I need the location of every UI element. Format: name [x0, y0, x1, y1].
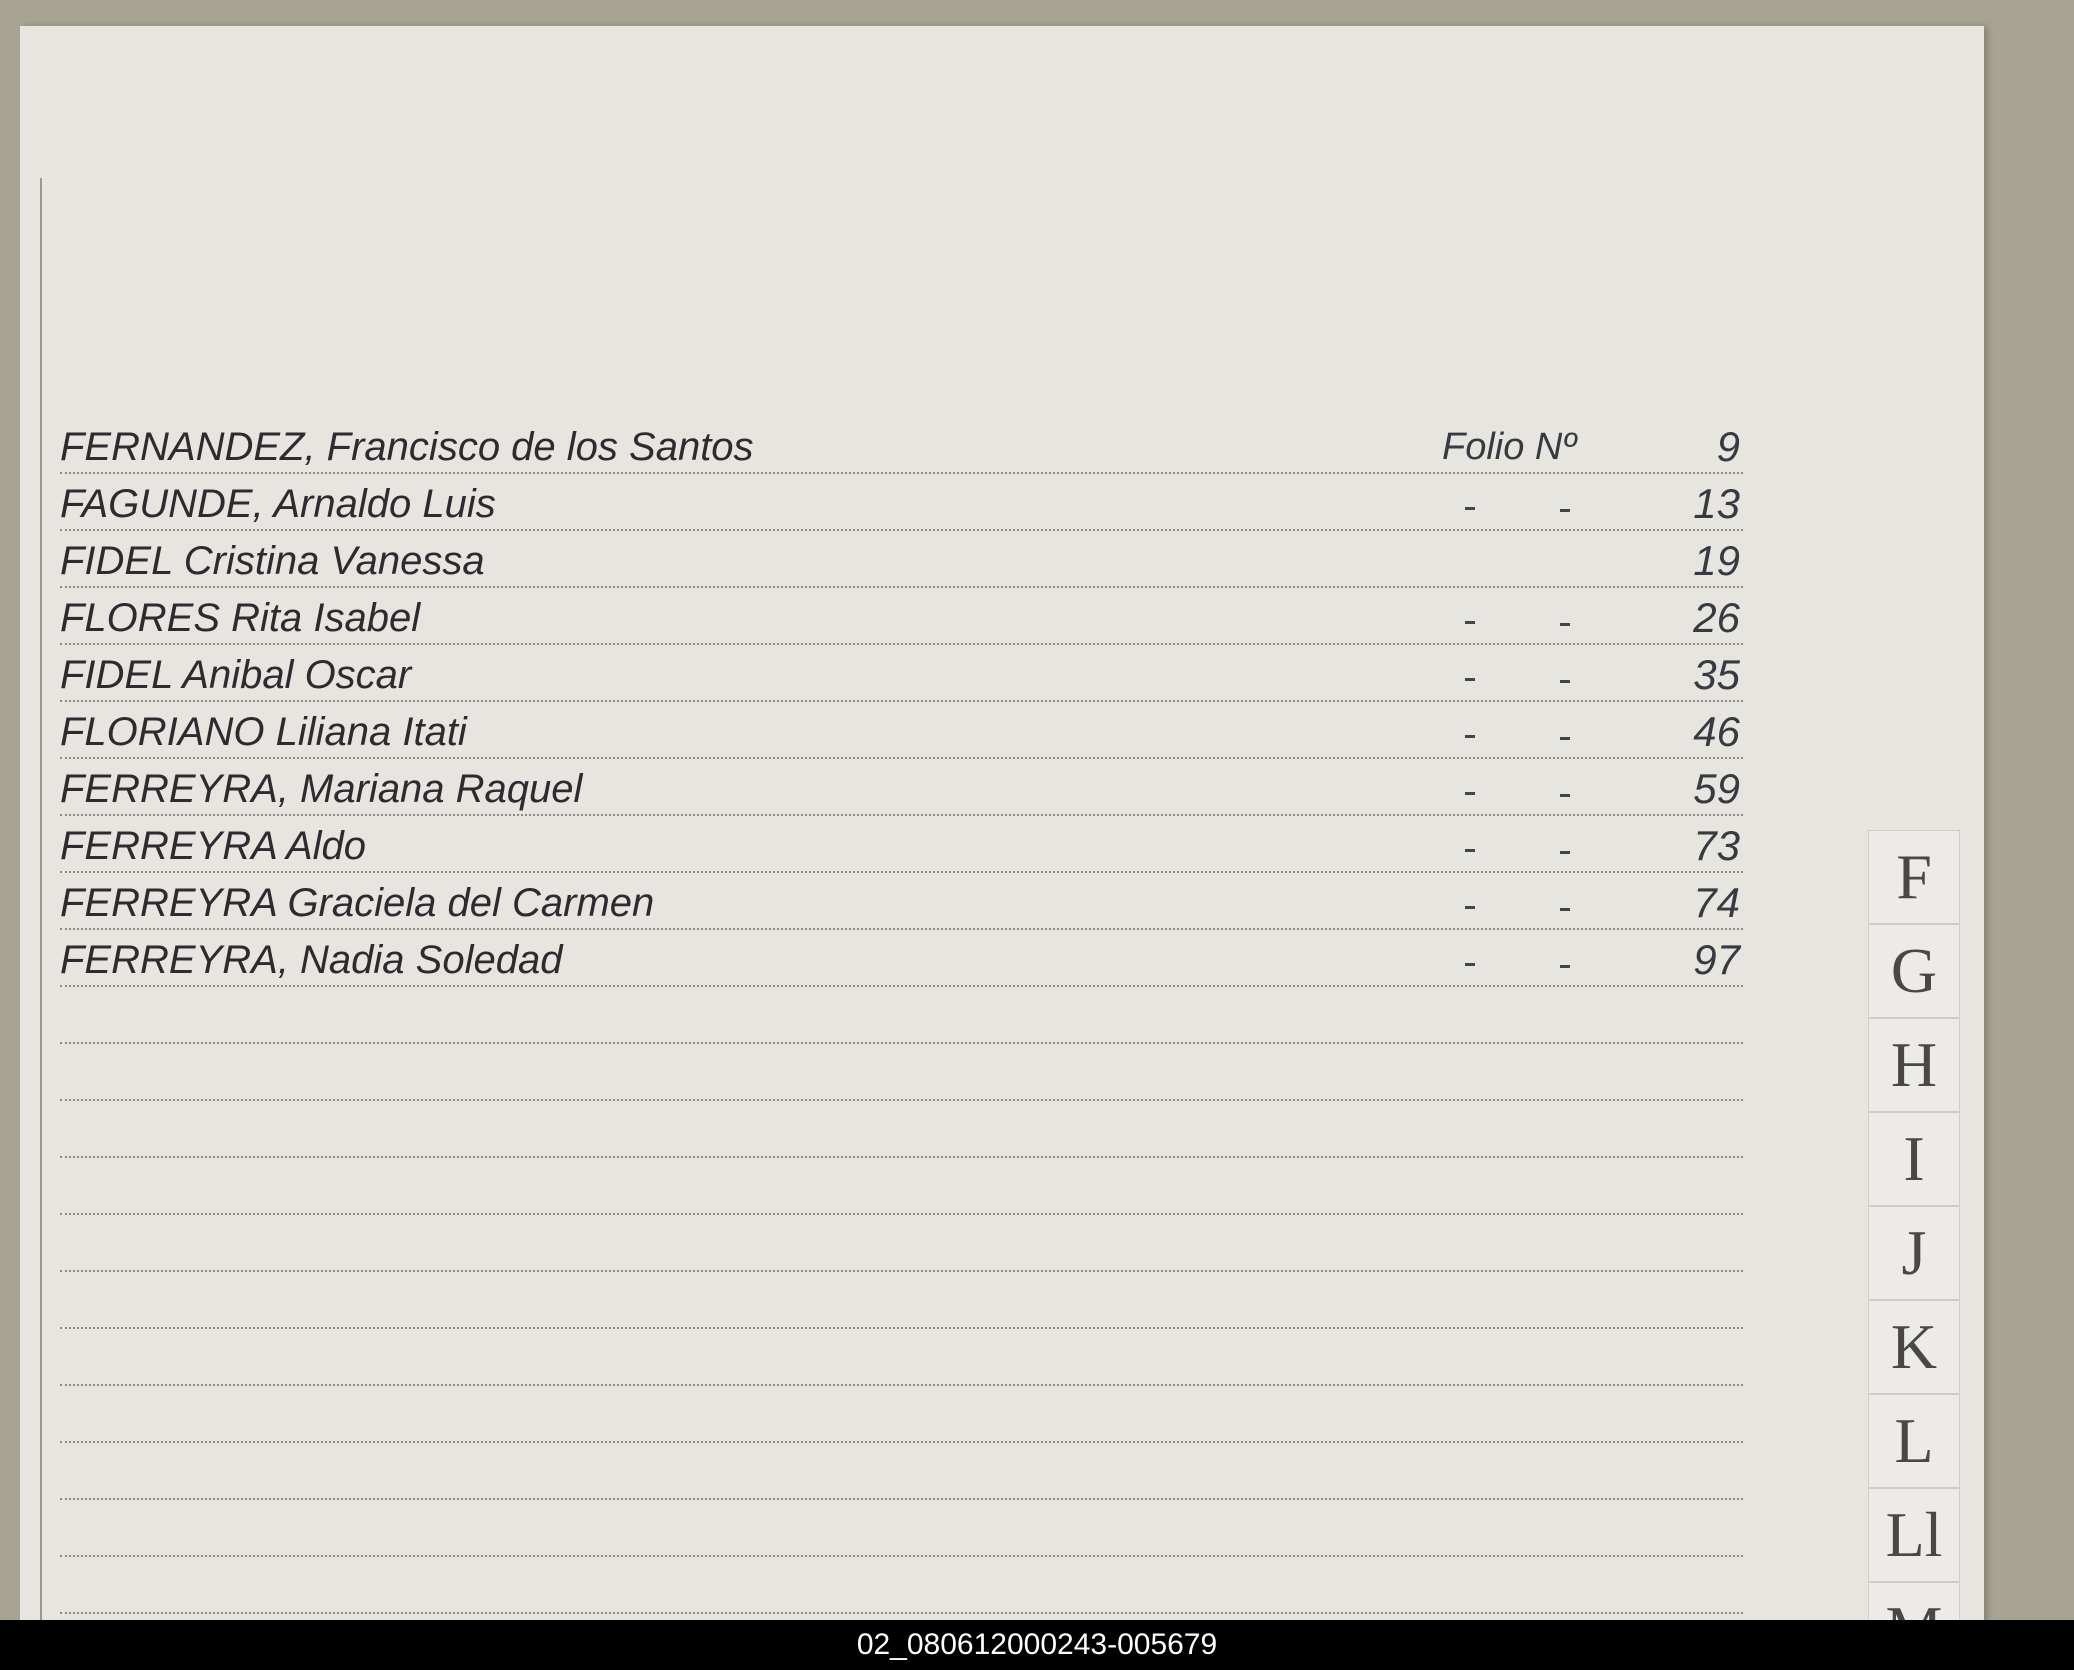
ruled-line	[60, 1498, 1743, 1500]
ruled-line	[60, 985, 1743, 987]
folio-number: 26	[1693, 594, 1740, 641]
entry-name: FLORES Rita Isabel	[60, 596, 421, 640]
index-tab: I	[1868, 1112, 1960, 1206]
ruled-line	[60, 871, 1743, 873]
folio-number: 35	[1693, 651, 1740, 698]
ruled-line	[60, 928, 1743, 930]
margin-line	[40, 178, 42, 1620]
index-tab: Ll	[1868, 1488, 1960, 1582]
entry-name: FERREYRA, Nadia Soledad	[60, 938, 563, 982]
entry-name: FIDEL Anibal Oscar	[60, 653, 412, 697]
ruled-line	[60, 1213, 1743, 1215]
entry-name: FERNANDEZ, Francisco de los Santos	[60, 425, 754, 469]
index-tab: J	[1868, 1206, 1960, 1300]
ditto-mark	[1560, 509, 1570, 512]
ruled-line	[60, 1156, 1743, 1158]
ditto-mark	[1465, 678, 1475, 681]
ruled-line	[60, 1384, 1743, 1386]
index-tab: K	[1868, 1300, 1960, 1394]
ruled-line	[60, 643, 1743, 645]
ditto-mark	[1560, 794, 1570, 797]
ruled-line	[60, 814, 1743, 816]
entry-name: FIDEL Cristina Vanessa	[60, 539, 485, 583]
index-tab: F	[1868, 830, 1960, 924]
entry-name: FAGUNDE, Arnaldo Luis	[60, 482, 496, 526]
ditto-mark	[1465, 963, 1475, 966]
photo: FERNANDEZ, Francisco de los Santos 9 Folio…	[20, 26, 1984, 1620]
ledger-page: FERNANDEZ, Francisco de los Santos 9 Folio…	[20, 26, 1984, 1620]
ditto-mark	[1560, 680, 1570, 683]
ruled-line	[60, 757, 1743, 759]
folio-number: 19	[1693, 537, 1740, 584]
entry-name: FLORIANO Liliana Itati	[60, 710, 467, 754]
ruled-line	[60, 472, 1743, 474]
index-tab: L	[1868, 1394, 1960, 1488]
ditto-mark	[1560, 851, 1570, 854]
ruled-line	[60, 1099, 1743, 1101]
ditto-mark	[1560, 965, 1570, 968]
folio-number: 9	[1716, 423, 1740, 470]
index-tab: M	[1868, 1582, 1960, 1620]
folio-number: 13	[1693, 480, 1740, 527]
ruled-line	[60, 529, 1743, 531]
ditto-mark	[1560, 623, 1570, 626]
ruled-line	[60, 1555, 1743, 1557]
folio-number: 59	[1693, 765, 1740, 812]
footer: 02_080612000243-005679	[0, 1620, 2074, 1670]
ditto-mark	[1560, 908, 1570, 911]
ruled-line	[60, 1327, 1743, 1329]
ditto-mark	[1560, 737, 1570, 740]
index-tab: H	[1868, 1018, 1960, 1112]
ditto-mark	[1465, 735, 1475, 738]
entry-name: FERREYRA, Mariana Raquel	[60, 767, 583, 811]
ruled-line	[60, 1612, 1743, 1614]
folio-number: 46	[1693, 708, 1740, 755]
ditto-mark	[1465, 849, 1475, 852]
ditto-mark	[1465, 621, 1475, 624]
folio-number: 74	[1693, 879, 1740, 926]
ruled-line	[60, 586, 1743, 588]
entry-name: FERREYRA Graciela del Carmen	[60, 881, 655, 925]
ruled-line	[60, 1270, 1743, 1272]
folio-number: 73	[1693, 822, 1740, 869]
ditto-mark	[1465, 507, 1475, 510]
index-tab: G	[1868, 924, 1960, 1018]
ditto-mark	[1465, 906, 1475, 909]
folio-label: Folio Nº	[1442, 426, 1577, 468]
entry-name: FERREYRA Aldo	[60, 824, 367, 868]
folio-number: 97	[1693, 936, 1740, 983]
ruled-line	[60, 1042, 1743, 1044]
ditto-mark	[1465, 792, 1475, 795]
ruled-line	[60, 1441, 1743, 1443]
ruled-line	[60, 700, 1743, 702]
